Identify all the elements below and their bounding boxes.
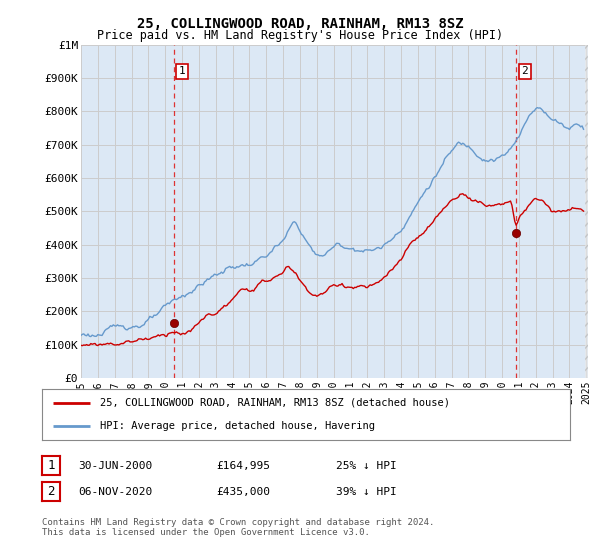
Text: 06-NOV-2020: 06-NOV-2020 bbox=[78, 487, 152, 497]
Text: 2: 2 bbox=[47, 485, 55, 498]
Text: 39% ↓ HPI: 39% ↓ HPI bbox=[336, 487, 397, 497]
Bar bbox=[584, 45, 590, 378]
Text: 25, COLLINGWOOD ROAD, RAINHAM, RM13 8SZ (detached house): 25, COLLINGWOOD ROAD, RAINHAM, RM13 8SZ … bbox=[100, 398, 450, 408]
Text: HPI: Average price, detached house, Havering: HPI: Average price, detached house, Have… bbox=[100, 421, 375, 431]
Text: £164,995: £164,995 bbox=[216, 461, 270, 471]
Text: 1: 1 bbox=[47, 459, 55, 473]
Bar bbox=[584, 45, 590, 378]
Text: 30-JUN-2000: 30-JUN-2000 bbox=[78, 461, 152, 471]
Text: Price paid vs. HM Land Registry's House Price Index (HPI): Price paid vs. HM Land Registry's House … bbox=[97, 29, 503, 42]
Text: 25, COLLINGWOOD ROAD, RAINHAM, RM13 8SZ: 25, COLLINGWOOD ROAD, RAINHAM, RM13 8SZ bbox=[137, 17, 463, 31]
Text: 2: 2 bbox=[521, 67, 528, 77]
Text: 1: 1 bbox=[179, 67, 185, 77]
Text: 25% ↓ HPI: 25% ↓ HPI bbox=[336, 461, 397, 471]
Text: £435,000: £435,000 bbox=[216, 487, 270, 497]
Text: Contains HM Land Registry data © Crown copyright and database right 2024.
This d: Contains HM Land Registry data © Crown c… bbox=[42, 518, 434, 538]
